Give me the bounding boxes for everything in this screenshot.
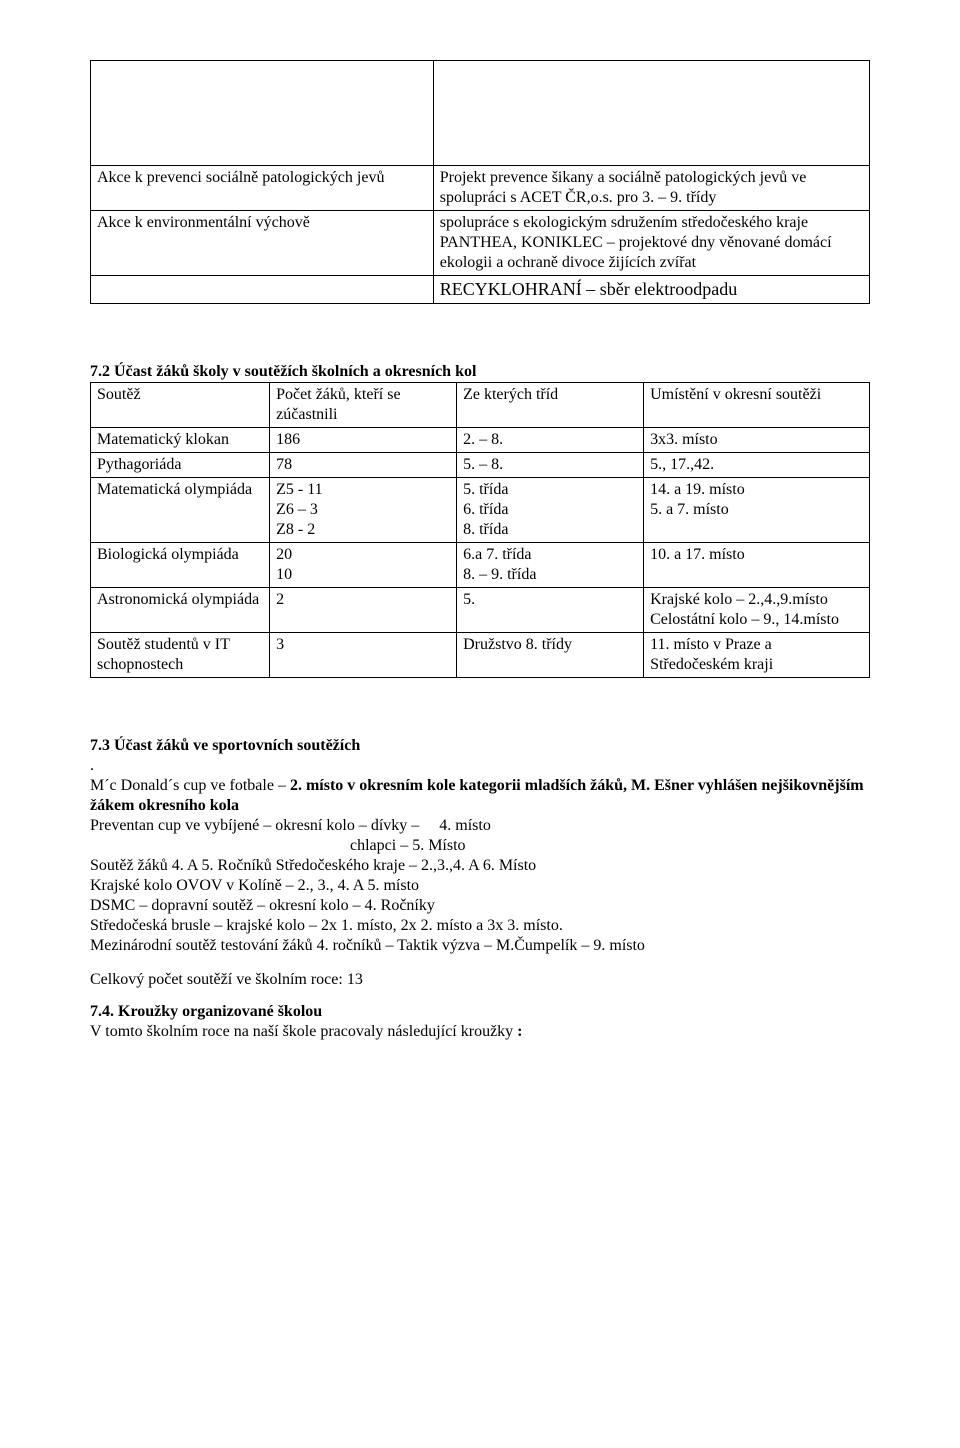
sport-line: DSMC – dopravní soutěž – okresní kolo – … xyxy=(90,896,870,916)
table-cell: 3 xyxy=(270,632,457,677)
table-cell: 6.a 7. třída 8. – 9. třída xyxy=(457,542,644,587)
sport-line: Mezinárodní soutěž testování žáků 4. roč… xyxy=(90,936,870,956)
sport-line: Krajské kolo OVOV v Kolíně – 2., 3., 4. … xyxy=(90,876,870,896)
table-contests: SoutěžPočet žáků, kteří se zúčastniliZe … xyxy=(90,382,870,678)
line74-pre: V tomto školním roce na naší škole praco… xyxy=(90,1023,517,1040)
table-header-cell: Umístění v okresní soutěži xyxy=(644,382,870,427)
row2-right: spolupráce s ekologickým sdružením střed… xyxy=(433,211,869,276)
line-74: V tomto školním roce na naší škole praco… xyxy=(90,1022,870,1042)
table-cell: Astronomická olympiáda xyxy=(91,587,270,632)
line74-bold: : xyxy=(517,1023,522,1040)
sport-line: Soutěž žáků 4. A 5. Ročníků Středočeskéh… xyxy=(90,856,870,876)
table-cell: Pythagoriáda xyxy=(91,452,270,477)
empty-cell xyxy=(433,61,869,166)
table-cell: Družstvo 8. třídy xyxy=(457,632,644,677)
line-mcdonald: M´c Donald´s cup ve fotbale – 2. místo v… xyxy=(90,776,870,816)
table-cell: Matematická olympiáda xyxy=(91,477,270,542)
row3-left xyxy=(91,276,434,304)
row3-right: RECYKLOHRANÍ – sběr elektroodpadu xyxy=(433,276,869,304)
sport-line: Středočeská brusle – krajské kolo – 2x 1… xyxy=(90,916,870,936)
table-cell: 5., 17.,42. xyxy=(644,452,870,477)
table-header-cell: Ze kterých tříd xyxy=(457,382,644,427)
table-header-cell: Soutěž xyxy=(91,382,270,427)
row2-left: Akce k environmentální výchově xyxy=(91,211,434,276)
sport-line: chlapci – 5. Místo xyxy=(90,836,870,856)
table-cell: 5. xyxy=(457,587,644,632)
row1-left: Akce k prevenci sociálně patologických j… xyxy=(91,166,434,211)
table-cell: 78 xyxy=(270,452,457,477)
table-header-cell: Počet žáků, kteří se zúčastnili xyxy=(270,382,457,427)
table-cell: 20 10 xyxy=(270,542,457,587)
line1-pre: M´c Donald´s cup ve fotbale – xyxy=(90,777,290,794)
table-cell: Biologická olympiáda xyxy=(91,542,270,587)
table-cell: Soutěž studentů v IT schopnostech xyxy=(91,632,270,677)
dot-line: . xyxy=(90,756,870,776)
table-actions: Akce k prevenci sociálně patologických j… xyxy=(90,60,870,304)
heading-7-4: 7.4. Kroužky organizované školou xyxy=(90,1002,870,1022)
table-cell: 11. místo v Praze a Středočeském kraji xyxy=(644,632,870,677)
heading-7-2: 7.2 Účast žáků školy v soutěžích školníc… xyxy=(90,362,870,382)
table-cell: 3x3. místo xyxy=(644,427,870,452)
table-cell: 14. a 19. místo 5. a 7. místo xyxy=(644,477,870,542)
total-contests: Celkový počet soutěží ve školním roce: 1… xyxy=(90,970,870,990)
table-cell: 2. – 8. xyxy=(457,427,644,452)
row1-right: Projekt prevence šikany a sociálně patol… xyxy=(433,166,869,211)
table-cell: 5. třída 6. třída 8. třída xyxy=(457,477,644,542)
table-cell: Krajské kolo – 2.,4.,9.místo Celostátní … xyxy=(644,587,870,632)
table-cell: 186 xyxy=(270,427,457,452)
table-cell: 2 xyxy=(270,587,457,632)
empty-cell xyxy=(91,61,434,166)
table-cell: Z5 - 11 Z6 – 3 Z8 - 2 xyxy=(270,477,457,542)
table-cell: 10. a 17. místo xyxy=(644,542,870,587)
sport-line: Preventan cup ve vybíjené – okresní kolo… xyxy=(90,816,870,836)
heading-7-3: 7.3 Účast žáků ve sportovních soutěžích xyxy=(90,736,870,756)
table-cell: 5. – 8. xyxy=(457,452,644,477)
table-cell: Matematický klokan xyxy=(91,427,270,452)
